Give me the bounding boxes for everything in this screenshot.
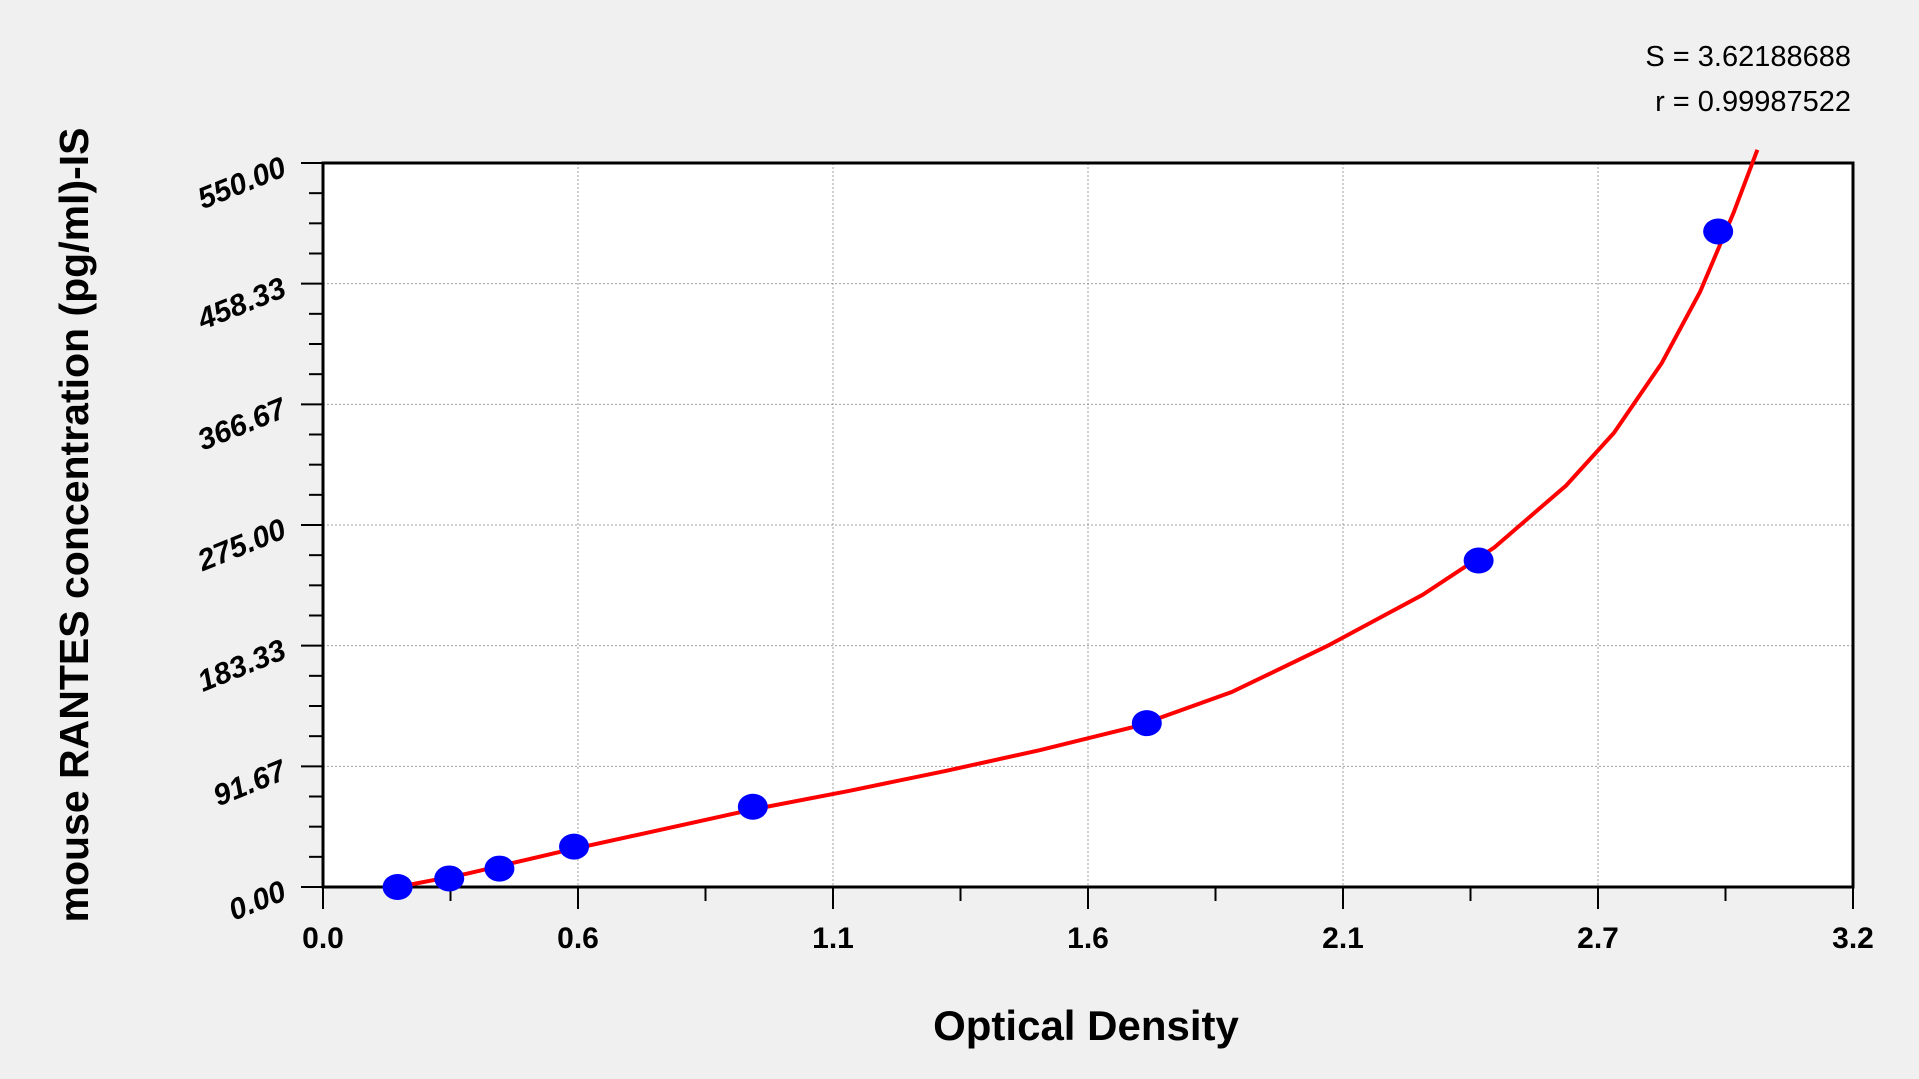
- y-tick-labels: 0.00 91.67 183.33 275.00 366.67 458.33 550.00: [192, 151, 292, 928]
- x-tick-label: 0.0: [302, 922, 344, 955]
- x-tick-label: 1.1: [812, 922, 854, 955]
- data-point: [1703, 218, 1734, 245]
- fit-curve: [397, 149, 1760, 889]
- data-point: [484, 855, 515, 882]
- x-tick-label: 1.6: [1067, 922, 1109, 955]
- data-point: [559, 833, 590, 860]
- data-point: [737, 793, 768, 820]
- y-axis-title: mouse RANTES concentration (pg/ml)-IS: [51, 128, 97, 923]
- plot-frame: [321, 161, 1855, 889]
- annotation-r: r = 0.99987522: [1655, 86, 1851, 118]
- y-tick-label: 183.33: [193, 633, 291, 698]
- data-point: [1463, 547, 1494, 574]
- ticks: [301, 162, 1854, 909]
- data-point: [382, 874, 413, 900]
- x-tick-label: 2.7: [1577, 922, 1619, 955]
- annotation-s: S = 3.62188688: [1645, 41, 1851, 73]
- x-tick-labels: 0.0 0.6 1.1 1.6 2.1 2.7 3.2: [302, 922, 1874, 955]
- x-tick-label: 2.1: [1322, 922, 1364, 955]
- y-tick-label: 366.67: [193, 392, 292, 457]
- y-tick-label: 550.00: [193, 151, 291, 216]
- y-tick-label: 275.00: [192, 513, 291, 578]
- y-tick-label: 458.33: [192, 271, 291, 336]
- data-points: [382, 218, 1734, 900]
- y-tick-label: 91.67: [209, 754, 292, 813]
- x-tick-label: 3.2: [1832, 922, 1874, 955]
- data-point: [1131, 710, 1162, 737]
- x-axis-title: Optical Density: [933, 1002, 1239, 1049]
- data-point: [434, 865, 465, 892]
- x-tick-label: 0.6: [557, 922, 599, 955]
- y-tick-label: 0.00: [224, 875, 291, 928]
- grid: [323, 163, 1853, 887]
